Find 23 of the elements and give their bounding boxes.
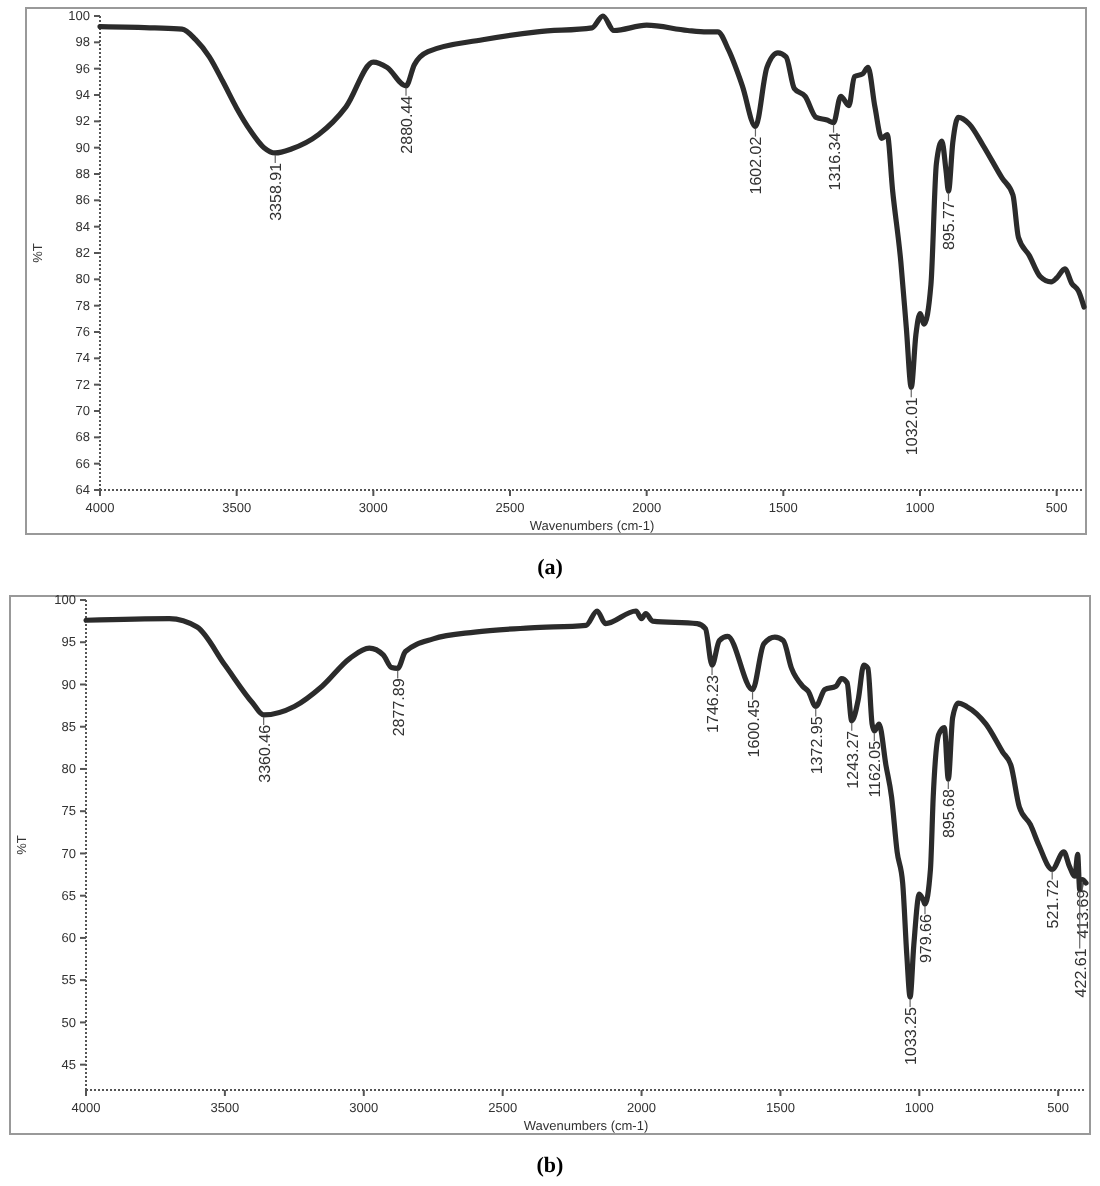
- annotation: 2880.44: [398, 94, 417, 154]
- annotation: 1602.02: [747, 135, 766, 195]
- annotation: 3360.46: [255, 723, 274, 783]
- annotation: 1243.27: [843, 729, 862, 789]
- annotation: 3358.91: [267, 161, 286, 221]
- annotation: 413.69: [1074, 888, 1093, 939]
- annotation: 979.66: [916, 913, 935, 964]
- annotation: 422.61: [1071, 947, 1090, 998]
- annotation: 1746.23: [704, 673, 723, 733]
- text: (b): [536, 1154, 565, 1178]
- annotation: 1032.01: [903, 396, 922, 456]
- annotation: 1600.45: [744, 698, 763, 758]
- annotation: 1033.25: [902, 1005, 921, 1065]
- line-series: [97, 13, 1087, 390]
- annotation: 2877.89: [389, 677, 408, 737]
- annotation: 521.72: [1044, 878, 1063, 929]
- annotation: 895.68: [940, 788, 959, 839]
- annotation: 895.77: [940, 200, 959, 251]
- text: (a): [537, 556, 564, 580]
- line-series: [83, 608, 1089, 1000]
- annotation: 1372.95: [807, 715, 826, 775]
- annotation: 1316.34: [825, 131, 844, 191]
- annotation: 1162.05: [866, 739, 885, 798]
